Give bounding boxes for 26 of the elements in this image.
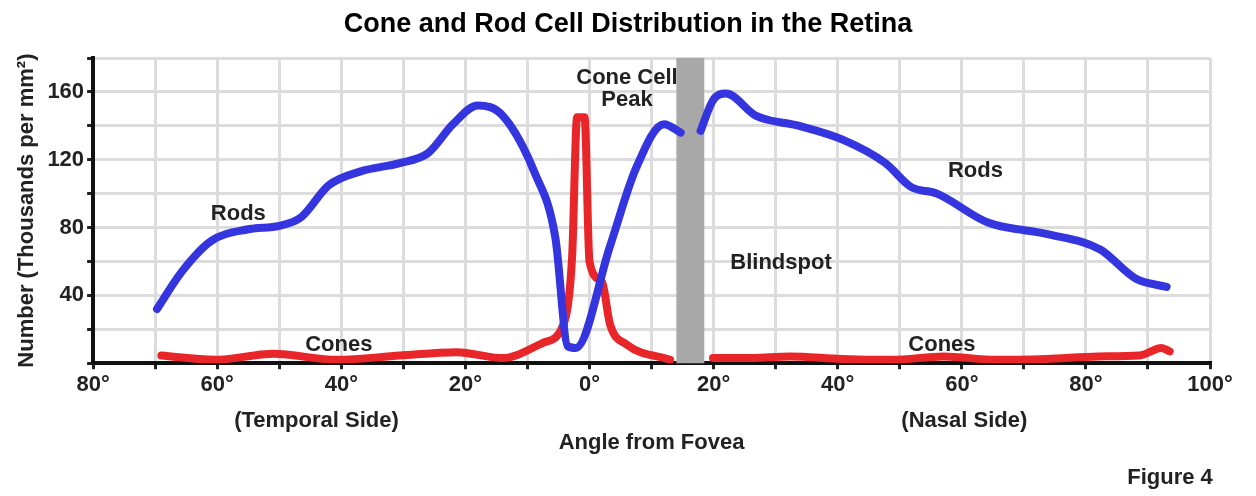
annotation: Rods [210, 199, 266, 225]
x-tick-label: 20° [448, 371, 483, 397]
x-axis-title: Angle from Fovea [558, 428, 746, 454]
annotation: Cone Cell Peak [576, 63, 678, 111]
band-label: Blindspot [730, 248, 833, 274]
y-tick-label: 160 [47, 77, 85, 103]
x-tick-label: 80° [1069, 371, 1103, 397]
y-tick-label: 80 [59, 213, 85, 239]
x-tick-label: 100° [1187, 371, 1233, 397]
x-tick-label: 60° [945, 371, 979, 397]
annotation: Cones [305, 330, 373, 356]
annotation: Rods [947, 156, 1003, 182]
y-tick-label: 40 [59, 281, 85, 307]
x-tick-label: 80° [76, 371, 110, 397]
annotation: Cones [908, 330, 976, 356]
x-tick-label: 60° [200, 371, 234, 397]
chart-title: Cone and Rod Cell Distribution in the Retina [342, 8, 914, 39]
x-tick-label: 40° [821, 371, 855, 397]
x-tick-label: 0° [578, 371, 601, 397]
y-tick-label: 120 [47, 145, 85, 171]
text: (Temporal Side) [234, 407, 399, 433]
x-tick-label: 40° [324, 371, 358, 397]
caption: Figure 4 [1127, 464, 1214, 490]
x-tick-label: 20° [696, 371, 731, 397]
text: (Nasal Side) [901, 407, 1028, 433]
y-axis-title: Number (Thousands per mm²) [13, 53, 39, 368]
